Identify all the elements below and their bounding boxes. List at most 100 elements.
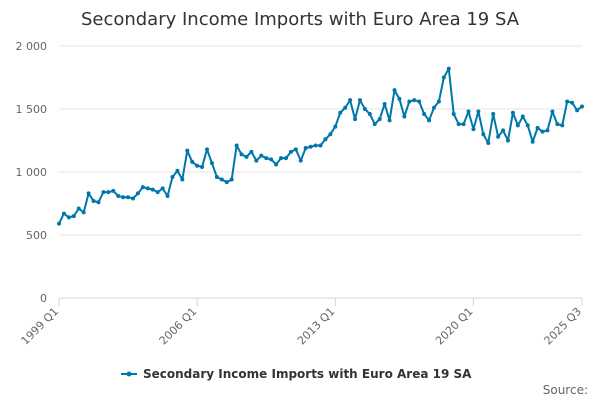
data-point[interactable] — [476, 109, 481, 114]
data-point[interactable] — [481, 132, 486, 137]
data-point[interactable] — [456, 122, 461, 127]
data-point[interactable] — [293, 147, 298, 152]
data-point[interactable] — [362, 107, 367, 111]
data-point[interactable] — [86, 191, 91, 196]
data-point[interactable] — [535, 125, 540, 130]
data-point[interactable] — [402, 114, 407, 119]
data-point[interactable] — [348, 98, 353, 103]
data-point[interactable] — [175, 168, 180, 173]
data-point[interactable] — [560, 123, 565, 128]
data-point[interactable] — [303, 146, 308, 151]
data-point[interactable] — [441, 75, 446, 80]
data-point[interactable] — [121, 195, 126, 200]
data-point[interactable] — [357, 98, 362, 103]
data-point[interactable] — [195, 163, 200, 168]
data-point[interactable] — [160, 186, 165, 191]
data-point[interactable] — [126, 195, 131, 200]
data-point[interactable] — [446, 66, 451, 71]
data-point[interactable] — [397, 96, 402, 101]
data-point[interactable] — [116, 193, 121, 198]
data-point[interactable] — [496, 134, 501, 139]
data-point[interactable] — [101, 190, 106, 195]
data-point[interactable] — [343, 105, 348, 110]
data-point[interactable] — [461, 122, 466, 127]
data-point[interactable] — [234, 143, 239, 148]
data-point[interactable] — [145, 186, 150, 191]
data-point[interactable] — [264, 156, 269, 161]
data-point[interactable] — [200, 164, 205, 169]
data-point[interactable] — [338, 110, 343, 115]
data-point[interactable] — [570, 100, 575, 105]
data-point[interactable] — [530, 139, 535, 144]
data-point[interactable] — [510, 110, 515, 115]
data-point[interactable] — [417, 99, 422, 104]
data-point[interactable] — [501, 128, 506, 133]
data-point[interactable] — [353, 117, 358, 122]
data-point[interactable] — [392, 88, 397, 93]
data-point[interactable] — [565, 99, 570, 104]
data-point[interactable] — [288, 149, 293, 154]
data-point[interactable] — [436, 99, 441, 104]
data-point[interactable] — [61, 211, 66, 216]
data-point[interactable] — [451, 112, 456, 117]
data-point[interactable] — [81, 210, 86, 215]
data-point[interactable] — [165, 193, 170, 198]
data-point[interactable] — [209, 161, 214, 166]
data-point[interactable] — [150, 187, 155, 192]
data-point[interactable] — [274, 162, 279, 167]
data-point[interactable] — [190, 159, 195, 164]
data-point[interactable] — [259, 153, 264, 158]
data-point[interactable] — [57, 221, 61, 226]
data-point[interactable] — [249, 149, 254, 154]
data-point[interactable] — [229, 177, 234, 182]
data-point[interactable] — [387, 118, 392, 123]
data-point[interactable] — [377, 117, 382, 122]
data-point[interactable] — [214, 175, 219, 180]
data-point[interactable] — [575, 108, 580, 113]
data-point[interactable] — [111, 188, 116, 193]
data-point[interactable] — [135, 191, 140, 196]
data-point[interactable] — [545, 128, 550, 133]
data-point[interactable] — [298, 158, 303, 163]
data-point[interactable] — [66, 215, 71, 220]
data-point[interactable] — [244, 154, 249, 159]
data-point[interactable] — [185, 148, 190, 153]
data-point[interactable] — [155, 190, 160, 195]
data-point[interactable] — [580, 104, 584, 109]
data-point[interactable] — [76, 206, 81, 211]
data-point[interactable] — [333, 124, 338, 129]
data-point[interactable] — [520, 114, 525, 119]
data-point[interactable] — [486, 141, 491, 146]
data-point[interactable] — [91, 198, 96, 203]
data-point[interactable] — [525, 123, 530, 128]
data-point[interactable] — [131, 196, 136, 201]
data-point[interactable] — [505, 138, 510, 143]
data-point[interactable] — [71, 214, 76, 219]
data-point[interactable] — [367, 112, 372, 117]
data-point[interactable] — [323, 137, 328, 142]
data-point[interactable] — [219, 177, 224, 182]
data-point[interactable] — [283, 156, 288, 161]
data-point[interactable] — [328, 132, 333, 137]
data-point[interactable] — [106, 190, 111, 195]
data-point[interactable] — [422, 112, 427, 117]
data-point[interactable] — [540, 129, 545, 134]
data-point[interactable] — [308, 144, 313, 149]
data-point[interactable] — [491, 112, 496, 117]
data-point[interactable] — [205, 147, 210, 152]
data-point[interactable] — [427, 118, 432, 123]
data-point[interactable] — [269, 157, 274, 162]
data-point[interactable] — [382, 101, 387, 106]
legend[interactable]: Secondary Income Imports with Euro Area … — [121, 367, 472, 381]
data-point[interactable] — [431, 105, 436, 110]
data-point[interactable] — [372, 122, 377, 127]
data-point[interactable] — [318, 143, 323, 148]
data-point[interactable] — [466, 109, 471, 114]
data-point[interactable] — [239, 152, 244, 157]
data-point[interactable] — [279, 156, 284, 161]
data-point[interactable] — [550, 109, 555, 114]
data-point[interactable] — [471, 127, 476, 132]
data-point[interactable] — [224, 180, 229, 185]
data-point[interactable] — [407, 99, 412, 104]
data-point[interactable] — [313, 143, 318, 148]
